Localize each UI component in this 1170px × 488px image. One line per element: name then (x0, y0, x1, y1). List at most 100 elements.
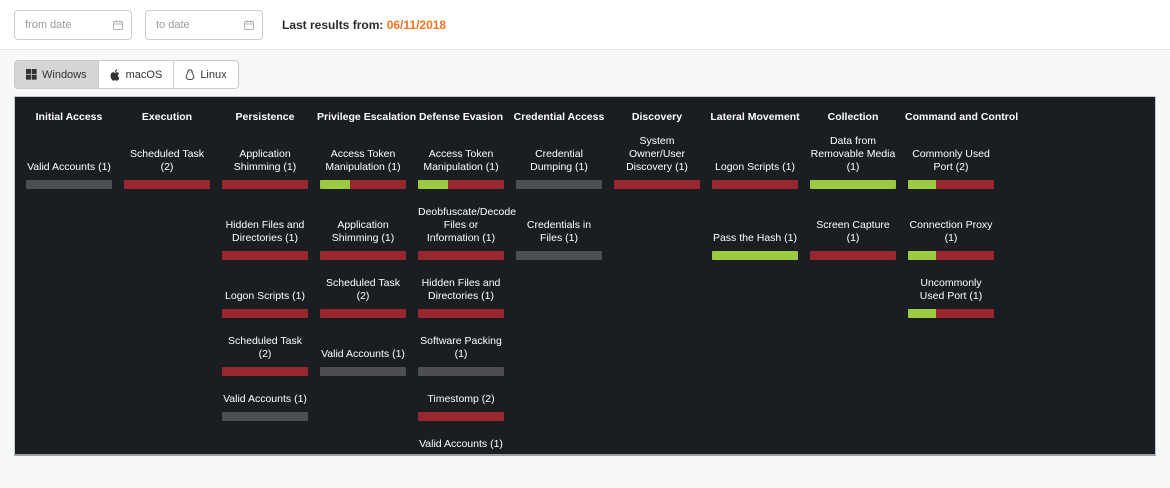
technique-label: System Owner/User Discovery (1) (626, 135, 688, 173)
red-bar-segment (222, 309, 308, 318)
green-bar-segment (418, 180, 449, 189)
gray-bar-segment (516, 251, 602, 260)
technique-label: Valid Accounts (1) (321, 348, 405, 360)
technique-label: Connection Proxy (1) (909, 219, 993, 244)
technique-label: Deobfuscate/Decode Files or Information … (418, 206, 517, 244)
column-header-discovery: Discovery (631, 111, 683, 123)
technique-label: Valid Accounts (1) (419, 438, 503, 450)
technique-cell[interactable]: Data from Removable Media (1) (804, 132, 902, 203)
red-bar-segment (418, 251, 504, 260)
technique-label: Scheduled Task (2) (228, 335, 302, 360)
technique-label: Pass the Hash (1) (712, 232, 798, 244)
technique-cell[interactable]: Pass the Hash (1) (706, 203, 804, 274)
technique-cell[interactable]: Scheduled Task (2) (118, 132, 216, 203)
technique-score-bar (418, 412, 504, 421)
technique-cell[interactable]: Uncommonly Used Port (1) (902, 274, 1000, 332)
column-header-privilege-escalation: Privilege Escalation (317, 111, 417, 123)
to-date-input[interactable] (145, 9, 263, 40)
technique-score-bar (908, 251, 994, 260)
technique-cell[interactable]: Logon Scripts (1) (216, 274, 314, 332)
column-header-defense-evasion: Defense Evasion (418, 111, 504, 123)
technique-score-bar (320, 251, 406, 260)
red-bar-segment (936, 251, 994, 260)
technique-cell[interactable]: Logon Scripts (1) (706, 132, 804, 203)
technique-cell[interactable]: Hidden Files and Directories (1) (412, 274, 510, 332)
date-filter-bar: Last results from: 06/11/2018 (0, 0, 1170, 50)
technique-cell[interactable]: Hidden Files and Directories (1) (216, 203, 314, 274)
red-bar-segment (222, 367, 308, 376)
gray-bar-segment (26, 180, 112, 189)
column-header-lateral-movement: Lateral Movement (710, 111, 800, 123)
technique-cell[interactable]: Application Shimming (1) (216, 132, 314, 203)
technique-cell[interactable]: Valid Accounts (1) (20, 132, 118, 203)
technique-score-bar (320, 309, 406, 318)
tab-label: Windows (42, 68, 87, 81)
red-bar-segment (936, 180, 994, 189)
red-bar-segment (936, 309, 994, 318)
technique-cell[interactable]: Software Packing (1) (412, 332, 510, 390)
linux-icon (185, 68, 195, 80)
technique-label: Application Shimming (1) (331, 219, 395, 244)
technique-cell[interactable]: Application Shimming (1) (314, 203, 412, 274)
red-bar-segment (320, 251, 406, 260)
technique-label: Access Token Manipulation (1) (325, 148, 401, 173)
technique-cell[interactable]: Scheduled Task (2) (216, 332, 314, 390)
gray-bar-segment (418, 367, 504, 376)
technique-score-bar (222, 251, 308, 260)
tab-linux[interactable]: Linux (174, 61, 238, 88)
technique-score-bar (320, 180, 406, 189)
attack-matrix: Initial Access Valid Accounts (1) Executio… (15, 97, 1155, 454)
technique-label: Logon Scripts (1) (225, 290, 305, 302)
technique-cell[interactable]: Valid Accounts (1) (412, 435, 510, 454)
red-bar-segment (418, 309, 504, 318)
technique-cell[interactable]: Commonly Used Port (2) (902, 132, 1000, 203)
technique-cell[interactable]: Credentials in Files (1) (510, 203, 608, 274)
gray-bar-segment (320, 367, 406, 376)
tab-macos[interactable]: macOS (98, 61, 175, 88)
technique-label: Credential Dumping (1) (530, 148, 588, 173)
technique-score-bar (908, 309, 994, 318)
green-bar-segment (908, 309, 937, 318)
column-header-command-and-control: Command and Control (905, 111, 1019, 123)
technique-score-bar (810, 180, 896, 189)
technique-cell[interactable]: Connection Proxy (1) (902, 203, 1000, 274)
red-bar-segment (222, 251, 308, 260)
gray-bar-segment (222, 412, 308, 421)
technique-cell[interactable]: Screen Capture (1) (804, 203, 902, 274)
from-date-wrap (14, 9, 132, 40)
technique-cell[interactable]: Timestomp (2) (412, 390, 510, 435)
technique-cell[interactable]: Access Token Manipulation (1) (314, 132, 412, 203)
column-header-initial-access: Initial Access (35, 111, 103, 123)
technique-label: Data from Removable Media (1) (810, 135, 896, 173)
os-tab-group: Windows macOS Linux (14, 60, 239, 89)
technique-cell[interactable]: Access Token Manipulation (1) (412, 132, 510, 203)
from-date-input[interactable] (14, 9, 132, 40)
technique-label: Scheduled Task (2) (130, 148, 204, 173)
tab-windows[interactable]: Windows (15, 61, 99, 88)
technique-score-bar (418, 309, 504, 318)
technique-cell[interactable]: System Owner/User Discovery (1) (608, 132, 706, 203)
technique-label: Application Shimming (1) (233, 148, 297, 173)
technique-score-bar (320, 367, 406, 376)
technique-label: Hidden Files and Directories (1) (225, 219, 305, 244)
to-date-wrap (145, 9, 263, 40)
technique-cell[interactable]: Valid Accounts (1) (314, 332, 412, 390)
technique-score-bar (26, 180, 112, 189)
green-bar-segment (810, 180, 896, 189)
red-bar-segment (320, 309, 406, 318)
technique-score-bar (222, 367, 308, 376)
last-results-text: Last results from: 06/11/2018 (282, 18, 446, 32)
red-bar-segment (350, 180, 406, 189)
technique-cell[interactable]: Valid Accounts (1) (216, 390, 314, 435)
technique-label: Screen Capture (1) (816, 219, 890, 244)
technique-score-bar (908, 180, 994, 189)
red-bar-segment (448, 180, 504, 189)
red-bar-segment (614, 180, 700, 189)
technique-label: Scheduled Task (2) (326, 277, 400, 302)
green-bar-segment (712, 251, 798, 260)
red-bar-segment (712, 180, 798, 189)
technique-cell[interactable]: Scheduled Task (2) (314, 274, 412, 332)
technique-cell[interactable]: Credential Dumping (1) (510, 132, 608, 203)
technique-score-bar (222, 412, 308, 421)
technique-cell[interactable]: Deobfuscate/Decode Files or Information … (412, 203, 517, 274)
